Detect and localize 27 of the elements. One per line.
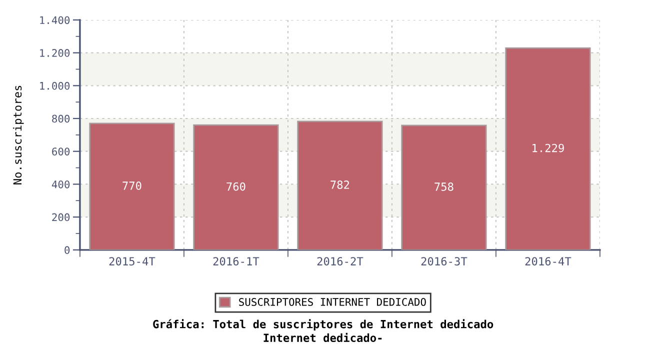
bar — [401, 124, 487, 250]
x-tick-label: 2016-4T — [525, 257, 572, 266]
bar — [297, 120, 383, 250]
x-tick-label: 2015-4T — [109, 257, 156, 266]
y-tick-label: 1.000 — [40, 82, 70, 90]
bar — [89, 122, 175, 250]
x-tick-label: 2016-3T — [421, 257, 468, 266]
data-label: 1.229 — [532, 144, 564, 152]
data-label: 758 — [434, 182, 454, 191]
data-label: 770 — [122, 182, 142, 190]
text: Internet dedicado- — [264, 332, 382, 342]
y-tick-label: 0 — [64, 246, 70, 254]
bar — [505, 47, 591, 250]
y-tick-label: 1.200 — [40, 49, 70, 57]
y-tick-label: 200 — [52, 213, 70, 222]
x-tick-label: 2016-2T — [317, 257, 364, 266]
y-tick-label: 1.400 — [40, 16, 70, 24]
bar — [193, 124, 279, 250]
text: Gráfica: Total de suscriptores de Internet dedicado — [153, 319, 494, 330]
data-label: 760 — [226, 182, 246, 191]
y-tick-label: 600 — [52, 148, 70, 156]
legend-label: SUSCRIPTORES INTERNET DEDICADO — [239, 298, 426, 306]
y-tick-label: 400 — [52, 180, 70, 188]
data-label: 782 — [330, 180, 350, 189]
y-axis-title: No.suscriptores — [13, 86, 24, 184]
x-tick-label: 2016-1T — [213, 257, 260, 266]
y-tick-label: 800 — [52, 114, 70, 123]
